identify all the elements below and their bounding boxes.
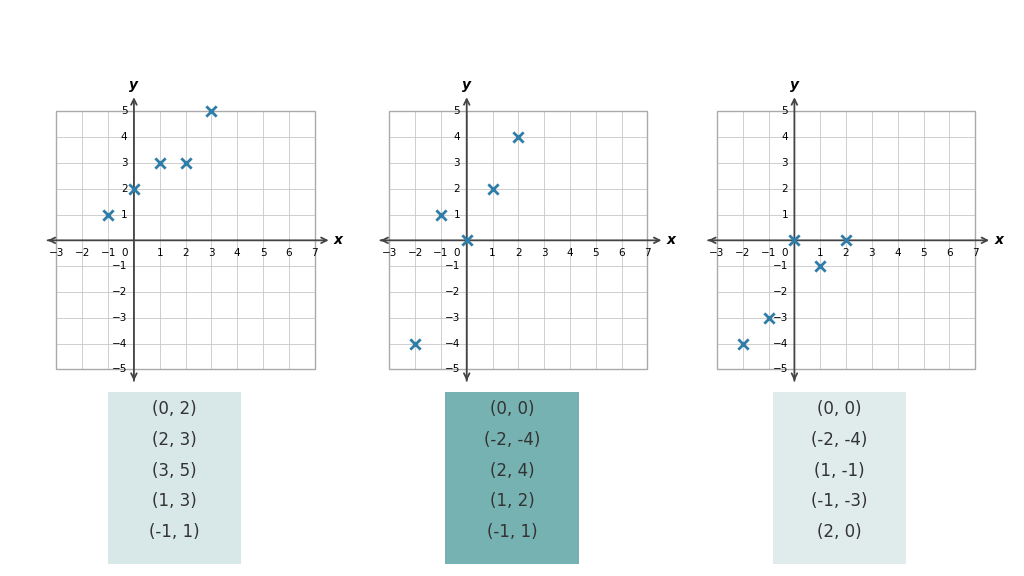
Text: −4: −4	[112, 339, 127, 348]
Text: 2: 2	[843, 248, 849, 258]
Text: 7: 7	[972, 248, 979, 258]
Text: 1: 1	[817, 248, 823, 258]
Text: −5: −5	[772, 365, 787, 374]
Text: −5: −5	[444, 365, 460, 374]
Text: 0: 0	[121, 248, 127, 258]
Text: −2: −2	[772, 287, 787, 297]
Text: 4: 4	[121, 132, 127, 142]
Point	[838, 236, 854, 245]
Text: 3: 3	[541, 248, 548, 258]
Text: 2: 2	[182, 248, 188, 258]
FancyBboxPatch shape	[100, 383, 248, 573]
Text: 1: 1	[121, 210, 127, 219]
Text: 4: 4	[894, 248, 901, 258]
Text: −2: −2	[112, 287, 127, 297]
Point	[126, 184, 142, 194]
Text: y: y	[129, 78, 138, 92]
Text: 2: 2	[515, 248, 521, 258]
Text: −1: −1	[761, 248, 776, 258]
Text: 5: 5	[921, 248, 927, 258]
Text: −1: −1	[100, 248, 116, 258]
Text: 2: 2	[454, 184, 460, 194]
Text: 4: 4	[566, 248, 573, 258]
Point	[786, 236, 803, 245]
Text: −3: −3	[710, 248, 725, 258]
Text: −1: −1	[772, 261, 787, 271]
Text: −2: −2	[75, 248, 90, 258]
Text: 7: 7	[644, 248, 651, 258]
Text: 6: 6	[618, 248, 625, 258]
Text: −3: −3	[382, 248, 397, 258]
Text: 6: 6	[286, 248, 292, 258]
Point	[407, 339, 423, 348]
Text: x: x	[667, 233, 676, 247]
Text: −3: −3	[772, 313, 787, 323]
Point	[100, 210, 117, 219]
Point	[761, 313, 777, 323]
Point	[510, 132, 526, 142]
Bar	[56, 111, 314, 369]
Text: 1: 1	[157, 248, 163, 258]
Point	[203, 107, 219, 116]
Text: 5: 5	[593, 248, 599, 258]
Text: 3: 3	[868, 248, 876, 258]
Text: 3: 3	[781, 158, 787, 168]
Point	[152, 158, 168, 168]
Text: (0, 0)
(-2, -4)
(1, -1)
(-1, -3)
(2, 0): (0, 0) (-2, -4) (1, -1) (-1, -3) (2, 0)	[811, 400, 868, 541]
Text: 4: 4	[454, 132, 460, 142]
FancyBboxPatch shape	[438, 383, 585, 573]
Text: −1: −1	[444, 261, 460, 271]
Text: 4: 4	[781, 132, 787, 142]
Text: −5: −5	[112, 365, 127, 374]
Point	[177, 158, 194, 168]
Text: −1: −1	[112, 261, 127, 271]
Text: 3: 3	[208, 248, 215, 258]
Text: x: x	[994, 233, 1004, 247]
Text: (0, 0)
(-2, -4)
(2, 4)
(1, 2)
(-1, 1): (0, 0) (-2, -4) (2, 4) (1, 2) (-1, 1)	[483, 400, 541, 541]
Point	[484, 184, 501, 194]
Text: y: y	[462, 78, 471, 92]
Text: 5: 5	[454, 106, 460, 116]
Text: Checkpoint 6: Odd coordinate out (animated solutions): Checkpoint 6: Odd coordinate out (animat…	[12, 23, 662, 43]
Text: −2: −2	[408, 248, 423, 258]
Text: 5: 5	[781, 106, 787, 116]
Text: −3: −3	[444, 313, 460, 323]
Text: 4: 4	[233, 248, 241, 258]
Text: 5: 5	[260, 248, 266, 258]
Text: 2: 2	[781, 184, 787, 194]
Text: −1: −1	[433, 248, 449, 258]
Point	[459, 236, 475, 245]
Text: −4: −4	[772, 339, 787, 348]
Bar	[389, 111, 647, 369]
Text: −3: −3	[49, 248, 65, 258]
Point	[433, 210, 450, 219]
Text: −3: −3	[112, 313, 127, 323]
Text: 1: 1	[781, 210, 787, 219]
Text: −2: −2	[444, 287, 460, 297]
Text: 7: 7	[311, 248, 318, 258]
Text: 2: 2	[121, 184, 127, 194]
Text: 6: 6	[946, 248, 952, 258]
Point	[812, 262, 828, 271]
FancyBboxPatch shape	[766, 383, 913, 573]
Point	[734, 339, 751, 348]
Text: y: y	[790, 78, 799, 92]
Text: 3: 3	[454, 158, 460, 168]
Text: −2: −2	[735, 248, 751, 258]
Text: 1: 1	[454, 210, 460, 219]
Text: x: x	[334, 233, 343, 247]
Text: 5: 5	[121, 106, 127, 116]
Text: −4: −4	[444, 339, 460, 348]
Text: (0, 2)
(2, 3)
(3, 5)
(1, 3)
(-1, 1): (0, 2) (2, 3) (3, 5) (1, 3) (-1, 1)	[148, 400, 200, 541]
Text: 0: 0	[454, 248, 460, 258]
Text: 1: 1	[489, 248, 496, 258]
Text: 3: 3	[121, 158, 127, 168]
Text: 0: 0	[781, 248, 787, 258]
Bar	[717, 111, 975, 369]
